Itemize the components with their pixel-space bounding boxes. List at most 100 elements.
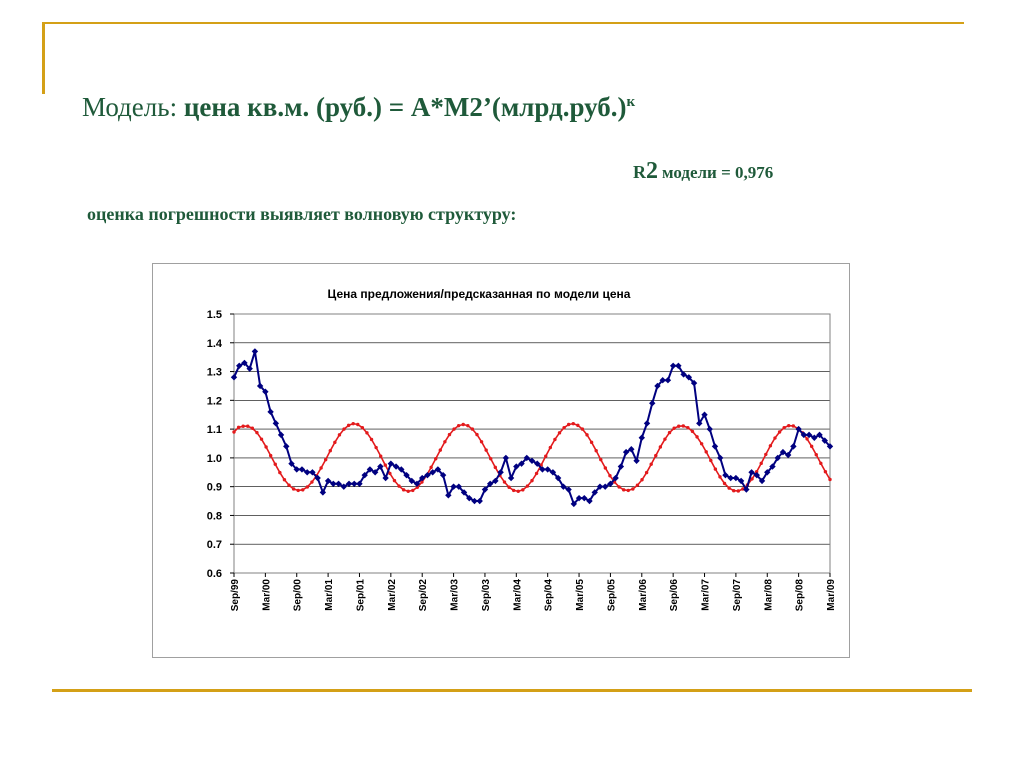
x-tick-label: Sep/08 xyxy=(795,579,806,612)
data-point xyxy=(383,463,387,467)
data-point xyxy=(790,443,797,450)
data-point xyxy=(241,424,245,428)
data-point xyxy=(369,437,374,442)
title-exponent: к xyxy=(626,94,636,110)
y-tick-label: 0.8 xyxy=(207,510,222,522)
data-point xyxy=(330,480,337,487)
data-point xyxy=(342,427,346,431)
data-point xyxy=(631,487,635,491)
series-layer xyxy=(230,348,834,508)
data-point xyxy=(298,466,306,473)
data-point xyxy=(594,448,598,453)
data-point xyxy=(571,421,575,426)
data-point xyxy=(528,457,536,464)
r2-value: модели = 0,976 xyxy=(662,163,774,182)
x-tick-label: Sep/02 xyxy=(418,579,429,612)
data-point xyxy=(580,427,585,431)
data-point xyxy=(764,469,771,476)
x-axis: Sep/99 Mar/00 Sep/00 Mar/01 Sep/01 Mar/02 Sep/… xyxy=(230,573,837,611)
title-formula-text: цена кв.м. (руб.) = A*M2’(млрд.руб.) xyxy=(183,92,627,122)
data-point xyxy=(366,466,374,473)
data-point xyxy=(403,471,410,479)
x-tick-label: Mar/08 xyxy=(763,579,774,611)
data-point xyxy=(443,440,447,444)
data-point xyxy=(544,454,548,458)
data-point xyxy=(727,474,734,482)
data-point xyxy=(685,374,693,381)
data-point xyxy=(534,471,539,476)
data-point xyxy=(680,371,687,378)
data-point xyxy=(346,423,351,428)
data-point xyxy=(560,483,567,490)
data-point xyxy=(278,470,282,475)
data-point xyxy=(439,471,447,479)
data-point xyxy=(717,454,724,462)
x-tick-label: Mar/09 xyxy=(826,579,837,611)
data-point xyxy=(401,488,406,492)
data-point xyxy=(695,435,699,439)
data-point xyxy=(828,477,832,482)
data-point xyxy=(256,382,264,390)
plot-frame xyxy=(233,313,831,574)
data-point xyxy=(255,430,259,435)
data-point xyxy=(246,365,253,372)
data-point xyxy=(548,445,553,450)
data-point xyxy=(272,420,280,427)
y-tick-label: 1.4 xyxy=(207,338,223,350)
x-tick-label: Mar/05 xyxy=(575,579,586,611)
data-point xyxy=(429,469,436,476)
data-point xyxy=(621,488,626,492)
chart-container: Цена предложения/предсказанная по модели… xyxy=(152,263,850,658)
data-point xyxy=(791,424,796,428)
data-point xyxy=(323,457,328,462)
data-point xyxy=(324,477,332,485)
data-point xyxy=(413,480,421,487)
data-point xyxy=(392,478,397,483)
data-point xyxy=(575,494,583,502)
data-point xyxy=(737,477,745,485)
data-point xyxy=(732,474,740,482)
data-point xyxy=(795,425,802,433)
data-point xyxy=(664,376,672,384)
r2-power: 2 xyxy=(646,158,658,184)
slide-title: Модель: цена кв.м. (руб.) = A*M2’(млрд.р… xyxy=(82,92,635,123)
data-point xyxy=(340,483,347,490)
line-chart: Цена предложения/предсказанная по модели… xyxy=(207,287,837,611)
data-point xyxy=(456,423,461,428)
data-point xyxy=(589,440,594,445)
x-tick-label: Mar/07 xyxy=(701,579,712,611)
data-point xyxy=(601,483,609,490)
y-tick-label: 1.3 xyxy=(207,367,222,379)
x-tick-label: Sep/03 xyxy=(481,579,492,612)
data-point xyxy=(392,463,400,470)
data-point xyxy=(805,431,813,439)
data-point xyxy=(333,440,337,445)
y-tick-label: 0.6 xyxy=(207,568,222,580)
data-point xyxy=(351,421,355,426)
data-point xyxy=(658,445,663,449)
data-point xyxy=(649,400,656,407)
data-point xyxy=(681,424,685,428)
data-point xyxy=(282,478,287,482)
data-point xyxy=(471,497,478,505)
x-tick-label: Mar/00 xyxy=(261,579,272,611)
data-point xyxy=(690,429,695,434)
data-point xyxy=(450,483,457,490)
x-tick-label: Sep/05 xyxy=(606,579,617,612)
data-point xyxy=(230,374,238,381)
data-point xyxy=(722,471,729,479)
data-point xyxy=(557,431,562,435)
data-point xyxy=(530,478,534,483)
data-point xyxy=(774,454,781,462)
data-point xyxy=(356,480,363,487)
data-point xyxy=(360,425,365,430)
data-point xyxy=(727,486,731,490)
data-point xyxy=(447,432,452,437)
data-point xyxy=(314,474,321,482)
data-point xyxy=(644,470,649,475)
data-point xyxy=(484,448,488,452)
data-point xyxy=(388,471,392,476)
data-point xyxy=(507,474,515,482)
data-point xyxy=(250,426,255,430)
x-tick-label: Sep/01 xyxy=(355,579,366,612)
